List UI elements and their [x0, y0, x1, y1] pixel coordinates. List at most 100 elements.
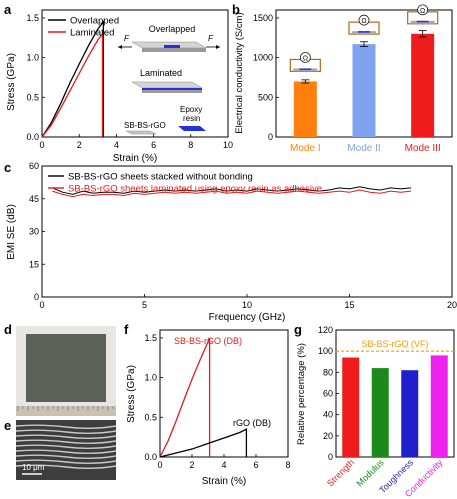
panel-c: c 0 15 30 45 60 0 5 10 15 20 EMI SE (dB) Frequen… [4, 160, 457, 323]
panel-g-bar [401, 370, 419, 457]
panel-c-ylabel: EMI SE (dB) [6, 204, 17, 260]
panel-g-ytick-label: 20 [323, 431, 333, 441]
panel-a-xtick-label: 2 [77, 140, 82, 150]
panel-b-category-label: Mode III [405, 143, 441, 154]
panel-c-ytick-label: 60 [29, 161, 39, 171]
photo-ruler [16, 406, 116, 416]
ohm-symbol: Ω [420, 8, 425, 15]
panel-c-xtick-label: 20 [447, 300, 457, 310]
sem-layer-line [15, 464, 117, 469]
overlapped-epoxy [164, 45, 180, 48]
schematic-label-resin: resin [183, 114, 200, 123]
panel-f-ytick-label: 1.0 [144, 373, 157, 383]
panel-f-ytick-label: 1.5 [144, 333, 157, 343]
panel-c-xtick-label: 0 [39, 300, 44, 310]
mode-icon-epoxy [416, 20, 429, 23]
panel-a-y-ticks: 0.0 0.5 1.0 1.5 [26, 13, 45, 142]
sem-layer-line [15, 449, 117, 454]
panel-c-xlabel: Frequency (GHz) [209, 312, 286, 323]
panel-f-label-sbbs: SB-BS-rGO (DB) [174, 336, 242, 346]
panel-f-ytick-label: 0.0 [144, 452, 157, 462]
mode-icon-epoxy [299, 68, 312, 70]
panel-b-ytick-label: 1500 [253, 13, 273, 23]
panel-f-series-line-0 [159, 337, 211, 458]
panel-a-series-line-0 [41, 20, 105, 138]
panel-g-category-label: Strength [325, 457, 356, 488]
panel-f-ytick-label: 0.5 [144, 412, 157, 422]
photo-sheet [26, 334, 106, 402]
panel-b: b 0 500 1000 1500 Electrical conductivity (… [232, 2, 453, 154]
panel-b-categories: Mode I Mode II Mode III [290, 143, 441, 154]
panel-d: d [4, 322, 116, 416]
panel-f-ylabel: Stress (GPa) [126, 365, 137, 423]
sem-layer-line [15, 459, 117, 464]
panel-b-ytick-label: 0 [268, 132, 273, 142]
panel-g-ytick-label: 0 [328, 452, 333, 462]
panel-letter-a: a [4, 2, 12, 17]
panel-a-ytick-label: 1.5 [26, 13, 39, 23]
sem-layer-line [15, 424, 117, 429]
sem-layer-line [15, 454, 117, 459]
panel-a-ytick-label: 0.0 [26, 132, 39, 142]
panel-letter-e: e [4, 418, 11, 433]
panel-c-legend-label: SB-BS-rGO sheets laminated using epoxy r… [68, 184, 322, 195]
panel-g-bar [342, 357, 360, 457]
panel-b-bar [411, 33, 435, 137]
panel-a-xtick-label: 6 [151, 140, 156, 150]
schematic-label-overlapped: Overlapped [149, 24, 196, 34]
panel-a-legend-label: Overlapped [70, 16, 119, 27]
panel-letter-g: g [294, 322, 302, 337]
panel-c-legend: SB-BS-rGO sheets stacked without bonding… [48, 172, 322, 195]
panel-a: a 0.0 0.5 1.0 1.5 0 2 4 6 8 10 Stress (GPa) Stra… [4, 2, 233, 164]
panel-a-ylabel: Stress (GPa) [6, 53, 17, 111]
panel-g-ytick-label: 80 [323, 367, 333, 377]
panel-c-xtick-label: 10 [242, 300, 252, 310]
photo-ruler-ticks [17, 406, 114, 411]
panel-a-xtick-label: 8 [188, 140, 193, 150]
panel-f-label-rgo: rGO (DB) [233, 418, 271, 428]
panel-b-mode-icons: Ω Ω Ω [289, 4, 439, 73]
schematic-label-laminated: Laminated [140, 68, 182, 78]
panel-a-legend-label: Laminated [70, 28, 114, 39]
panel-letter-b: b [232, 2, 240, 17]
mode-icon-epoxy [358, 31, 370, 33]
panel-g-ylabel: Relative percentage (%) [296, 343, 307, 445]
panel-f-x-ticks: 0 2 4 6 8 [157, 454, 291, 470]
panel-g-bars [342, 355, 448, 457]
schematic-label-sheet: SB-BS-rGO [124, 121, 166, 130]
panel-b-bar [352, 44, 376, 137]
ohm-symbol: Ω [361, 18, 366, 25]
panel-a-ytick-label: 0.5 [26, 92, 39, 102]
sem-layer-line [15, 434, 117, 439]
panel-g-ytick-label: 120 [318, 325, 333, 335]
scale-bar-label: 10 μm [22, 463, 45, 472]
panel-letter-d: d [4, 322, 12, 337]
panel-g-y-ticks: 0 20 40 60 80 100 120 [318, 325, 339, 462]
panel-a-ytick-label: 1.0 [26, 53, 39, 63]
panel-g: g 0 20 40 60 80 100 120 Relative percentage (%… [294, 322, 455, 499]
panel-a-xtick-label: 4 [114, 140, 119, 150]
panel-c-series-line-1 [52, 189, 412, 198]
panel-c-ytick-label: 15 [29, 259, 39, 269]
legend-epoxy-swatch [178, 126, 206, 131]
panel-c-x-ticks: 0 5 10 15 20 [39, 294, 457, 310]
panel-c-ytick-label: 0 [34, 292, 39, 302]
panel-c-series [52, 186, 412, 198]
force-label-left: F [124, 34, 130, 43]
panel-g-bar [430, 355, 448, 457]
panel-g-reference-label: SB-BS-rGO (VF) [362, 339, 429, 349]
panel-b-bars [293, 30, 435, 137]
panel-b-ytick-label: 500 [258, 92, 273, 102]
panel-letter-c: c [4, 160, 11, 175]
panel-a-series-line-1 [41, 31, 104, 138]
panel-b-category-label: Mode II [347, 143, 380, 154]
sem-layer-line [15, 429, 117, 434]
panel-c-ytick-label: 45 [29, 194, 39, 204]
panel-f-xlabel: Strain (%) [202, 476, 246, 487]
panel-f-series [159, 337, 248, 458]
force-arrowhead-right [216, 45, 220, 49]
panel-letter-f: f [124, 322, 129, 337]
ohm-meter-icon [299, 52, 311, 63]
